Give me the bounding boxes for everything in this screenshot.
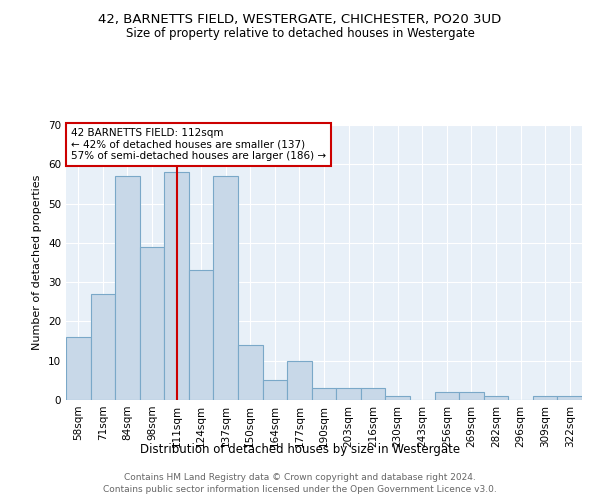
Bar bbox=[189, 270, 214, 400]
Bar bbox=[66, 337, 91, 400]
Text: Contains public sector information licensed under the Open Government Licence v3: Contains public sector information licen… bbox=[103, 485, 497, 494]
Bar bbox=[91, 294, 115, 400]
Bar bbox=[238, 345, 263, 400]
Y-axis label: Number of detached properties: Number of detached properties bbox=[32, 175, 43, 350]
Bar bbox=[336, 388, 361, 400]
Text: 42, BARNETTS FIELD, WESTERGATE, CHICHESTER, PO20 3UD: 42, BARNETTS FIELD, WESTERGATE, CHICHEST… bbox=[98, 12, 502, 26]
Text: Size of property relative to detached houses in Westergate: Size of property relative to detached ho… bbox=[125, 28, 475, 40]
Text: Contains HM Land Registry data © Crown copyright and database right 2024.: Contains HM Land Registry data © Crown c… bbox=[124, 472, 476, 482]
Bar bbox=[434, 392, 459, 400]
Bar bbox=[385, 396, 410, 400]
Text: Distribution of detached houses by size in Westergate: Distribution of detached houses by size … bbox=[140, 442, 460, 456]
Bar bbox=[263, 380, 287, 400]
Bar bbox=[459, 392, 484, 400]
Bar bbox=[361, 388, 385, 400]
Bar bbox=[484, 396, 508, 400]
Bar bbox=[140, 247, 164, 400]
Bar bbox=[214, 176, 238, 400]
Bar bbox=[557, 396, 582, 400]
Bar bbox=[115, 176, 140, 400]
Text: 42 BARNETTS FIELD: 112sqm
← 42% of detached houses are smaller (137)
57% of semi: 42 BARNETTS FIELD: 112sqm ← 42% of detac… bbox=[71, 128, 326, 161]
Bar bbox=[164, 172, 189, 400]
Bar bbox=[287, 360, 312, 400]
Bar bbox=[312, 388, 336, 400]
Bar bbox=[533, 396, 557, 400]
